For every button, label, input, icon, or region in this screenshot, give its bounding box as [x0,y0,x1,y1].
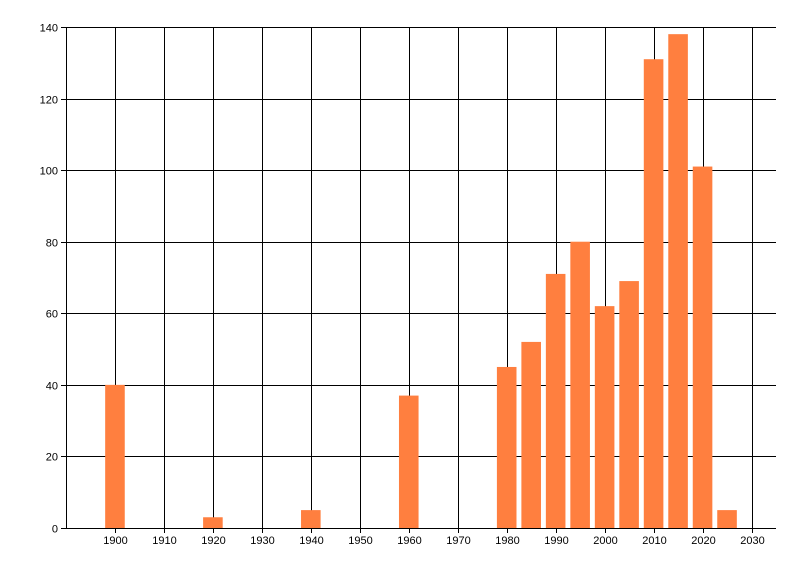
x-tick-label: 1970 [446,535,470,547]
x-tick-label: 2000 [593,535,617,547]
x-tick-label: 1980 [495,535,519,547]
x-tick-label: 1930 [250,535,274,547]
y-tick-label: 40 [46,381,58,393]
x-tick-label: 1950 [348,535,372,547]
x-tick-label: 1910 [152,535,176,547]
bar-2015 [668,34,688,528]
y-tick-label: 80 [46,238,58,250]
x-tick-label: 2010 [642,535,666,547]
x-tick-label: 1990 [544,535,568,547]
bar-1900 [105,384,125,528]
x-tick-label: 2030 [740,535,764,547]
x-tick-label: 1920 [201,535,225,547]
axes [61,27,776,533]
bar-2025 [717,510,737,528]
bars [105,34,737,529]
bar-1920 [203,517,223,528]
y-tick-label: 20 [46,452,58,464]
y-tick-label: 120 [40,95,58,107]
bar-1980 [496,366,517,528]
bar-2005 [619,281,639,528]
x-tick-label: 1960 [397,535,421,547]
tick-labels: 0 20 40 60 80 100 120 140 1900 1910 1920 1930 1940 19… [40,23,765,548]
y-tick-label: 140 [40,23,58,35]
bar-1940 [301,510,321,528]
y-tick-label: 60 [46,309,58,321]
x-tick-label: 1940 [299,535,323,547]
bar-1960 [398,395,419,528]
x-tick-label: 1900 [103,535,127,547]
bar-1985 [521,341,541,528]
y-tick-label: 100 [40,166,58,178]
bar-2020 [692,166,713,528]
bar-1995 [570,241,590,528]
bar-2010 [643,59,664,529]
bar-2000 [594,306,615,528]
x-tick-label: 2020 [691,535,715,547]
y-tick-label: 0 [52,524,58,536]
bar-1990 [545,273,566,528]
